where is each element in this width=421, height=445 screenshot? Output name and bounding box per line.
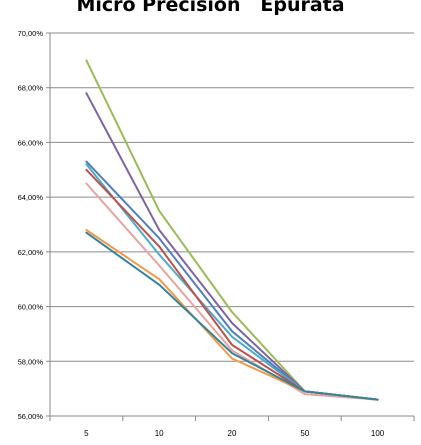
series-line-6 — [85, 182, 379, 401]
y-tick-label: 56,00% — [18, 412, 44, 421]
x-tick-label: 20 — [228, 429, 237, 438]
series-line-4 — [85, 163, 379, 401]
y-tick-label: 62,00% — [18, 248, 44, 257]
series-line-1 — [85, 59, 379, 401]
x-tick-label: 50 — [300, 429, 309, 438]
y-tick-label: 64,00% — [18, 193, 44, 202]
x-tick-label: 100 — [371, 429, 385, 438]
y-tick-label: 68,00% — [18, 84, 44, 93]
x-tick-label: 10 — [155, 429, 164, 438]
y-tick-label: 60,00% — [18, 303, 44, 312]
series-line-5 — [85, 168, 379, 401]
series-line-7 — [85, 229, 379, 401]
chart-title: Micro Precision Epurata — [76, 0, 345, 16]
y-tick-label: 58,00% — [18, 357, 44, 366]
series-line-8 — [85, 231, 379, 401]
y-tick-label: 70,00% — [18, 29, 44, 38]
y-tick-label: 66,00% — [18, 138, 44, 147]
x-tick-label: 5 — [84, 429, 89, 438]
